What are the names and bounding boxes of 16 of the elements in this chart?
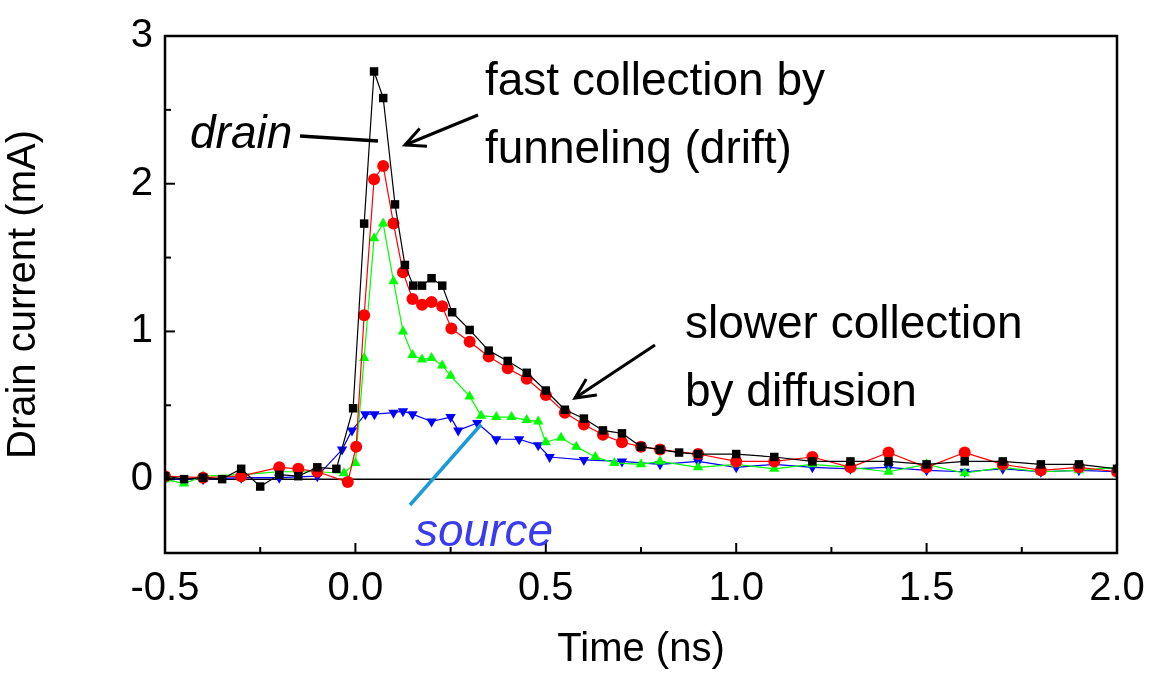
x-axis-title: Time (ns): [557, 625, 725, 670]
x-tick-label: 1.5: [898, 564, 955, 609]
x-tick-label: 0.5: [518, 564, 574, 609]
x-tick-label: 2.0: [1089, 564, 1145, 609]
annotation: fast collection by funneling (drift): [485, 52, 826, 173]
y-tick-label: 1: [130, 306, 153, 351]
y-axis-title: Drain current (mA): [0, 130, 44, 459]
x-tick-label: 1.0: [708, 564, 764, 609]
annotation: slower collection by diffusion: [685, 295, 1023, 416]
y-tick-label: 2: [130, 158, 153, 203]
annotation: source: [415, 503, 554, 556]
x-tick-label: -0.5: [130, 564, 200, 609]
x-tick-label: 0.0: [327, 564, 384, 609]
y-tick-label: 3: [130, 11, 153, 56]
annotation: drain: [190, 105, 293, 158]
y-tick-label: 0: [130, 454, 153, 499]
